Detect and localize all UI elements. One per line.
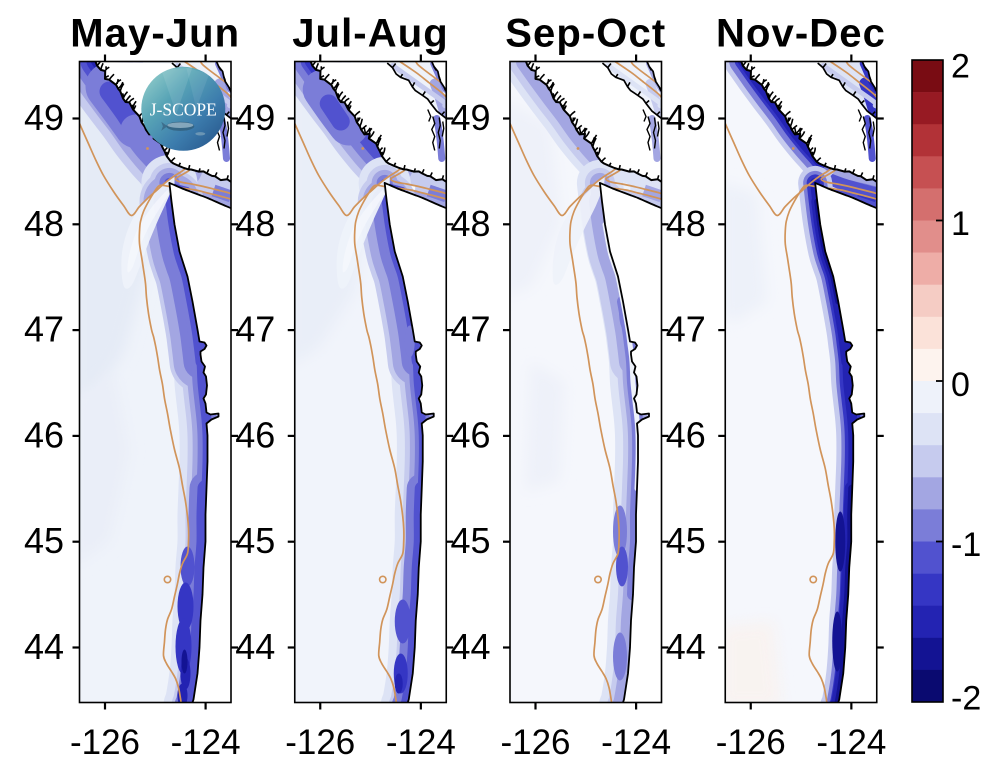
svg-text:45: 45: [666, 520, 706, 561]
svg-text:May-Jun: May-Jun: [70, 12, 240, 56]
svg-text:-124: -124: [816, 723, 886, 762]
svg-text:44: 44: [24, 626, 64, 667]
svg-text:Nov-Dec: Nov-Dec: [716, 12, 886, 56]
svg-text:44: 44: [666, 626, 706, 667]
svg-text:-126: -126: [285, 723, 355, 762]
svg-text:45: 45: [450, 520, 490, 561]
svg-text:-124: -124: [601, 723, 671, 762]
svg-text:47: 47: [666, 309, 706, 350]
svg-text:49: 49: [666, 97, 706, 138]
svg-text:Sep-Oct: Sep-Oct: [505, 12, 666, 56]
svg-text:-124: -124: [171, 723, 241, 762]
svg-text:46: 46: [235, 414, 275, 455]
svg-text:46: 46: [24, 414, 64, 455]
svg-text:44: 44: [450, 626, 490, 667]
svg-text:0: 0: [951, 366, 970, 404]
svg-text:47: 47: [235, 309, 275, 350]
svg-text:1: 1: [951, 205, 970, 243]
svg-text:49: 49: [450, 97, 490, 138]
svg-text:-126: -126: [716, 723, 786, 762]
svg-text:-2: -2: [951, 679, 981, 717]
svg-text:47: 47: [24, 309, 64, 350]
svg-text:49: 49: [235, 97, 275, 138]
svg-text:-1: -1: [951, 526, 981, 564]
svg-text:2: 2: [951, 47, 970, 85]
svg-text:48: 48: [666, 203, 706, 244]
svg-text:-126: -126: [70, 723, 140, 762]
svg-text:45: 45: [235, 520, 275, 561]
svg-text:48: 48: [450, 203, 490, 244]
svg-text:45: 45: [24, 520, 64, 561]
svg-text:49: 49: [24, 97, 64, 138]
svg-text:44: 44: [235, 626, 275, 667]
svg-text:47: 47: [450, 309, 490, 350]
svg-text:48: 48: [24, 203, 64, 244]
svg-text:J-SCOPE: J-SCOPE: [150, 99, 217, 119]
svg-text:-126: -126: [500, 723, 570, 762]
svg-text:46: 46: [666, 414, 706, 455]
svg-text:48: 48: [235, 203, 275, 244]
svg-text:-124: -124: [386, 723, 456, 762]
svg-text:Jul-Aug: Jul-Aug: [292, 12, 449, 56]
svg-text:46: 46: [450, 414, 490, 455]
